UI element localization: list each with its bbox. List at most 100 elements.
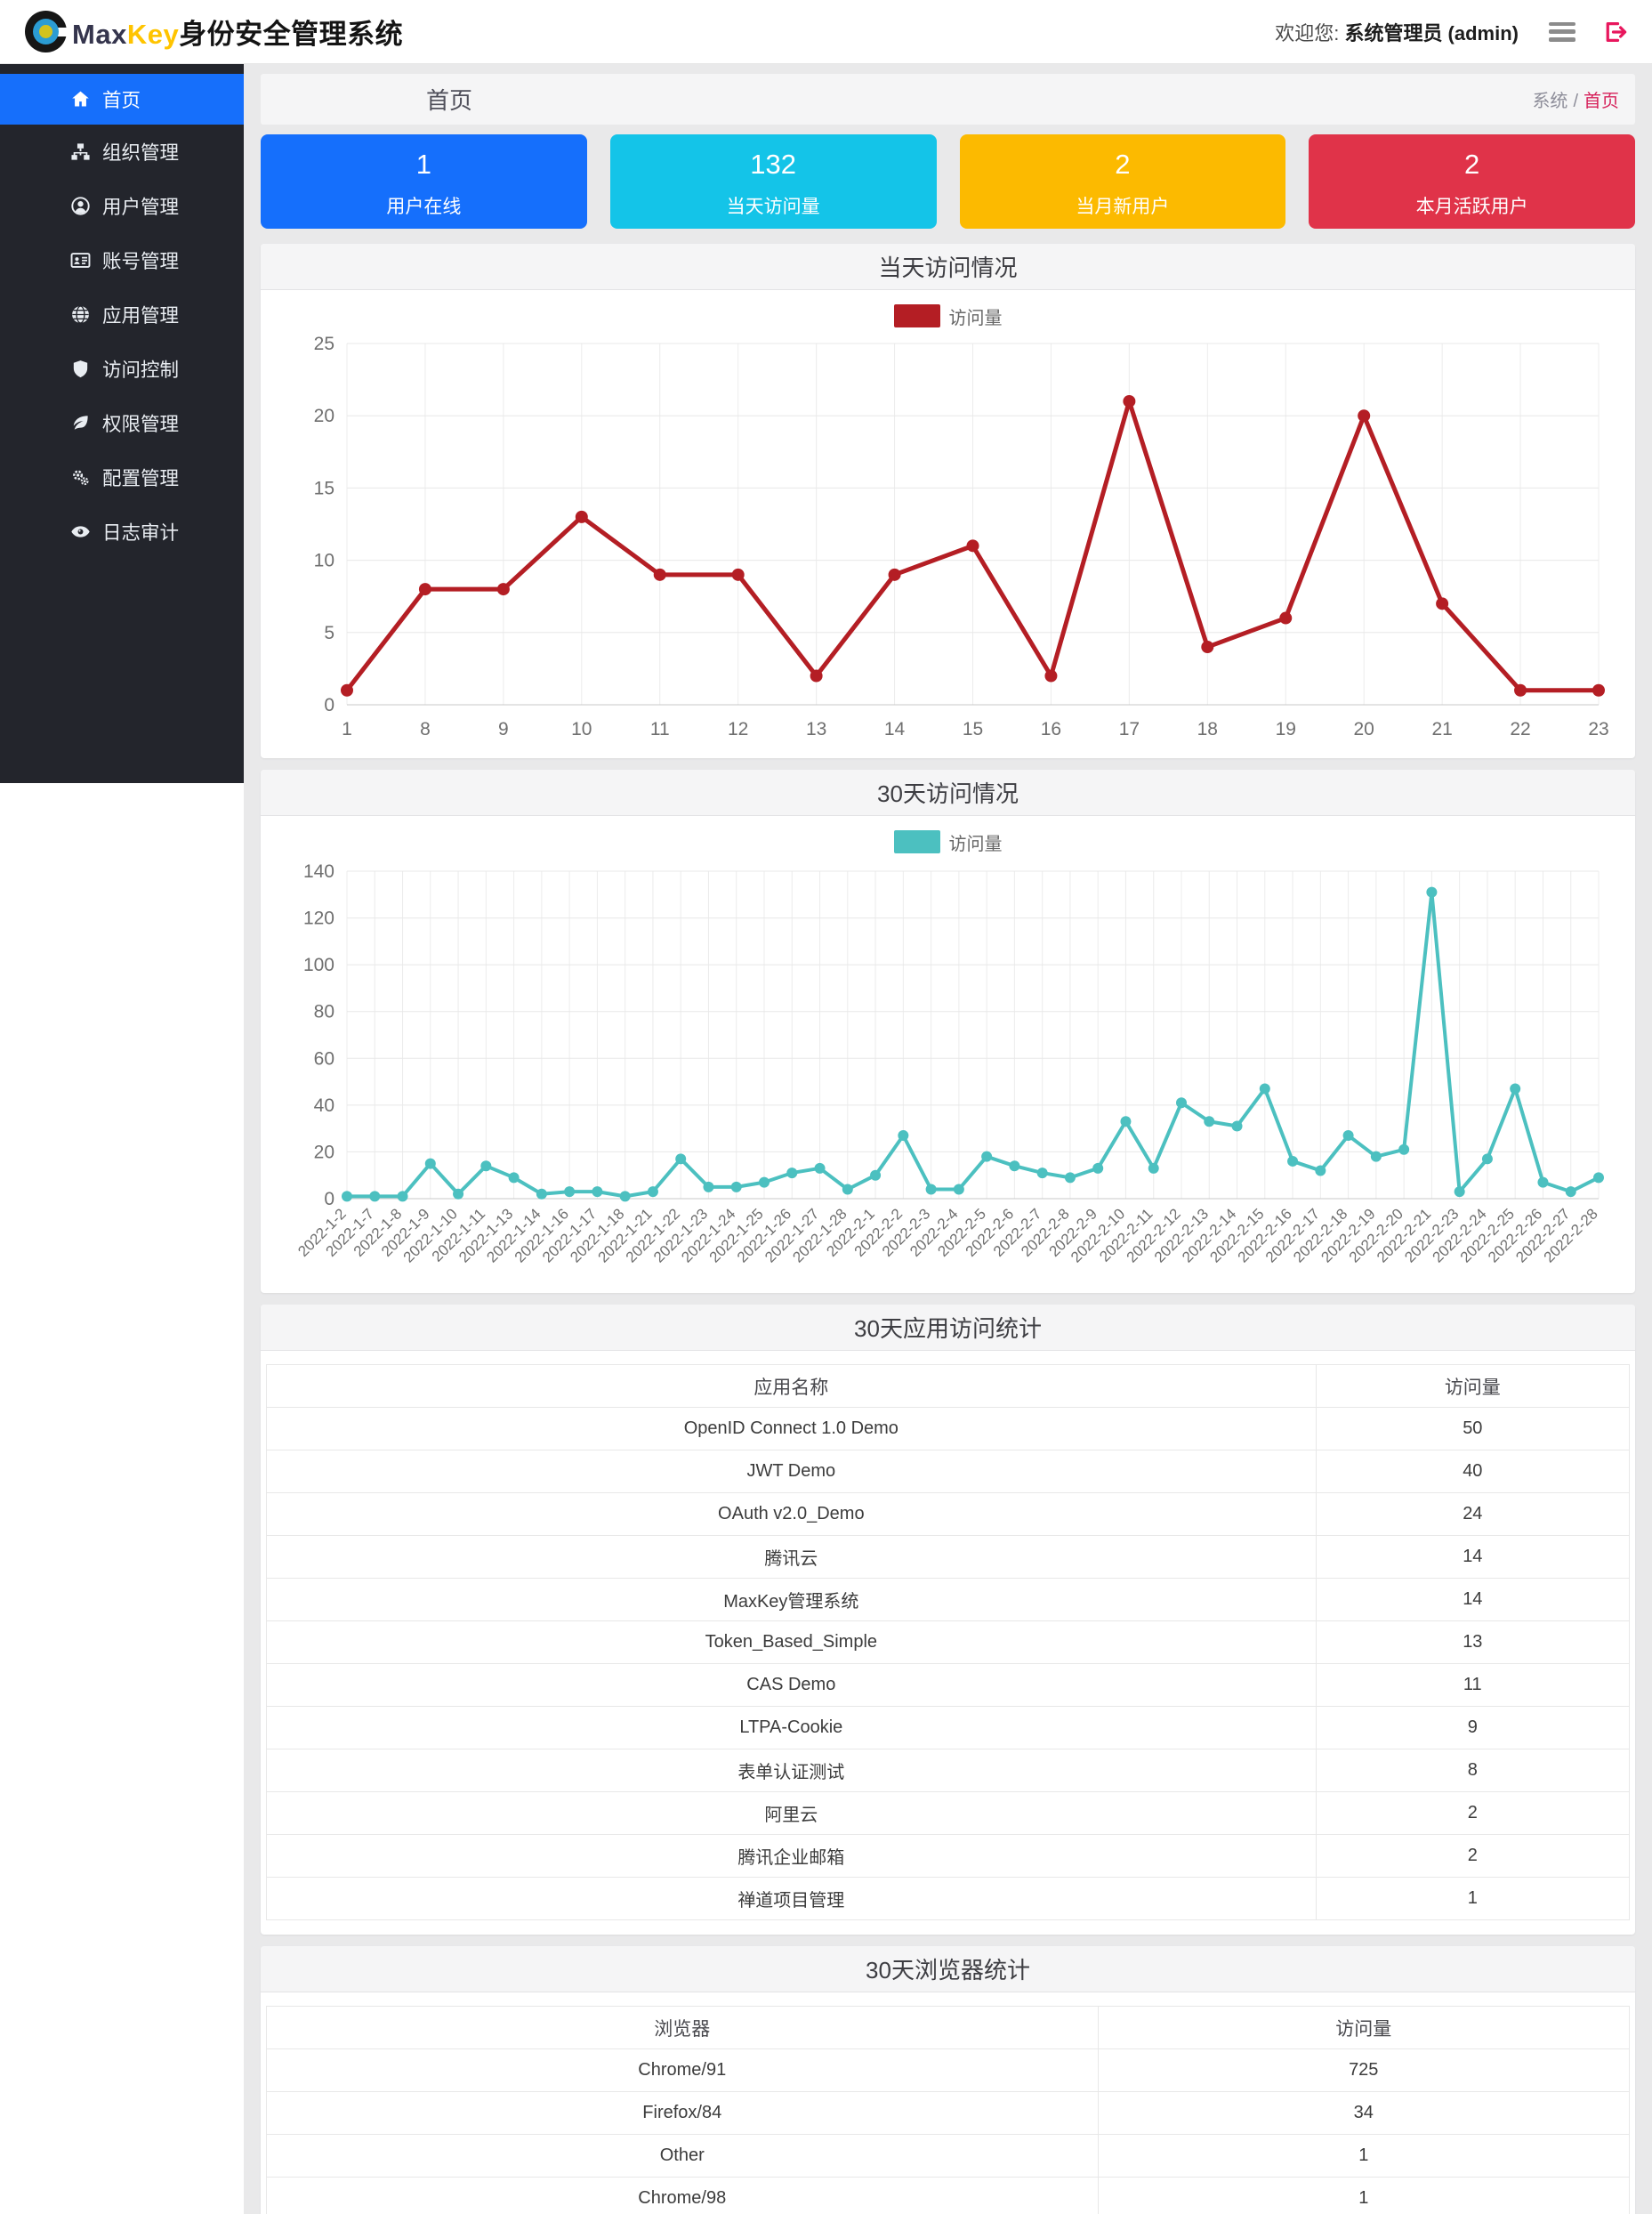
svg-text:18: 18: [1197, 719, 1218, 739]
svg-text:8: 8: [420, 719, 431, 739]
data-point: [1315, 1165, 1326, 1176]
data-point: [397, 1191, 408, 1202]
panel-today-visits: 当天访问情况 访问量 0 5 10 15 20 25 1 8 9 10 11 12 13 14 15 16 17…: [261, 244, 1635, 758]
stat-label: 当天访问量: [726, 197, 820, 217]
panel-30day-visits: 30天访问情况 访问量 0 20 40 60 80 100 120 140 2022-1-2 20…: [261, 770, 1635, 1293]
stat-value: 2: [1115, 149, 1131, 180]
table-cell: 50: [1315, 1407, 1631, 1450]
table-row: OpenID Connect 1.0 Demo 50: [266, 1407, 1631, 1450]
data-point: [424, 1158, 436, 1169]
sidebar-item-audit[interactable]: 日志审计: [0, 505, 244, 559]
sidebar-item-access[interactable]: 访问控制: [0, 342, 244, 396]
data-point: [810, 669, 823, 683]
svg-text:12: 12: [728, 719, 748, 739]
globe-icon: [69, 304, 91, 326]
data-point: [1009, 1160, 1020, 1172]
data-point: [703, 1181, 714, 1192]
data-point: [1454, 1186, 1465, 1198]
brand-key: Key: [126, 19, 180, 50]
svg-text:100: 100: [303, 955, 334, 975]
sidebar-item-user[interactable]: 用户管理: [0, 179, 244, 233]
sidebar-item-perm[interactable]: 权限管理: [0, 396, 244, 450]
menu-toggle-icon[interactable]: [1549, 21, 1575, 42]
sidebar-item-label: 账号管理: [102, 251, 180, 272]
data-point: [1259, 1083, 1270, 1095]
column-header: 浏览器: [266, 2006, 1099, 2049]
logo-notch: [58, 28, 69, 36]
data-point: [759, 1176, 770, 1188]
data-point: [653, 568, 666, 581]
data-point: [342, 1191, 352, 1202]
legend-swatch-red: [893, 304, 940, 327]
table-cell: CAS Demo: [266, 1663, 1317, 1707]
user-icon: [69, 196, 91, 217]
data-point: [1342, 1130, 1354, 1142]
table-cell: 表单认证测试: [266, 1749, 1317, 1792]
data-point: [1120, 1116, 1132, 1127]
data-point: [496, 583, 510, 596]
stat-value: 132: [750, 149, 796, 180]
table-row: CAS Demo 11: [266, 1663, 1631, 1707]
table-cell: OAuth v2.0_Demo: [266, 1492, 1317, 1536]
legend-label-today: 访问量: [948, 308, 1003, 328]
page-title: 首页: [426, 87, 473, 114]
breadcrumb-section: 系统: [1532, 92, 1568, 111]
30day-visits-chart: 0 20 40 60 80 100 120 140 2022-1-2 2022-1-7 2022-1…: [278, 857, 1618, 1286]
data-point: [619, 1191, 631, 1202]
svg-text:22: 22: [1510, 719, 1530, 739]
data-point: [341, 683, 353, 697]
svg-text:1: 1: [342, 719, 352, 739]
home-icon: [69, 89, 91, 110]
panel-today-visits-header: 当天访问情况: [261, 244, 1635, 290]
sidebar: 首页组织管理 用户管理账号管理应用管理访问控制权限管理配置管理 日志审计: [0, 64, 244, 783]
chart-1-svg: 0204060801001201402022-1-22022-1-72022-1…: [294, 861, 1604, 1266]
sidebar-item-app[interactable]: 应用管理: [0, 287, 244, 342]
data-point: [1426, 886, 1438, 898]
data-point: [1592, 683, 1605, 697]
sidebar-item-config[interactable]: 配置管理: [0, 450, 244, 505]
table-cell: 1: [1315, 1877, 1631, 1920]
panel-30day-visits-title: 30天访问情况: [877, 780, 1019, 807]
welcome-user: 系统管理员 (admin): [1344, 21, 1519, 44]
svg-text:11: 11: [650, 719, 670, 739]
data-point: [508, 1172, 520, 1184]
svg-text:20: 20: [1354, 719, 1374, 739]
data-point: [1514, 683, 1527, 697]
data-point: [888, 568, 901, 581]
brand-suffix: 身份安全管理系统: [179, 19, 404, 50]
data-point: [786, 1168, 798, 1179]
data-point: [675, 1153, 687, 1165]
table-cell: 13: [1315, 1620, 1631, 1664]
data-point: [1176, 1097, 1187, 1109]
sidebar-item-label: 访问控制: [102, 360, 180, 381]
table-cell: 24: [1315, 1492, 1631, 1536]
column-header: 访问量: [1315, 1364, 1631, 1408]
logout-icon[interactable]: [1602, 19, 1629, 45]
stat-card-3: 2 本月活跃用户: [1309, 134, 1635, 229]
sidebar-item-home[interactable]: 首页: [0, 74, 244, 125]
data-point: [870, 1169, 882, 1181]
brand-title: MaxKey身份安全管理系统: [72, 12, 403, 52]
svg-text:10: 10: [571, 719, 592, 739]
legend-swatch-teal: [893, 830, 940, 853]
data-point: [730, 1181, 742, 1192]
data-point: [1148, 1162, 1159, 1174]
stat-card-0: 1 用户在线: [261, 134, 587, 229]
data-point: [575, 510, 588, 523]
sidebar-item-org[interactable]: 组织管理: [0, 125, 244, 179]
svg-text:19: 19: [1276, 719, 1296, 739]
breadcrumb-trail: 系统 / 首页: [1532, 86, 1619, 112]
table-header-row: 应用名称 访问量: [266, 1364, 1631, 1408]
main-content: 首页 系统 / 首页 1 用户在线 132 当天访问量 2 当月新用户 2 本月活跃用户 当天访问…: [244, 64, 1652, 2214]
sidebar-item-label: 首页: [102, 90, 141, 111]
sidebar-item-account[interactable]: 账号管理: [0, 233, 244, 287]
breadcrumb-current[interactable]: 首页: [1584, 92, 1619, 111]
panel-today-visits-body: 访问量 0 5 10 15 20 25 1 8 9 10 11 12 13 14 15 16 17 18 19 20 2…: [261, 290, 1635, 758]
data-point: [1510, 1083, 1521, 1095]
sidebar-item-label: 权限管理: [102, 414, 180, 435]
svg-text:13: 13: [806, 719, 826, 739]
panel-app-stats-header: 30天应用访问统计: [261, 1305, 1635, 1351]
table-cell: Chrome/91: [266, 2048, 1099, 2092]
table-cell: Chrome/98: [266, 2177, 1099, 2214]
